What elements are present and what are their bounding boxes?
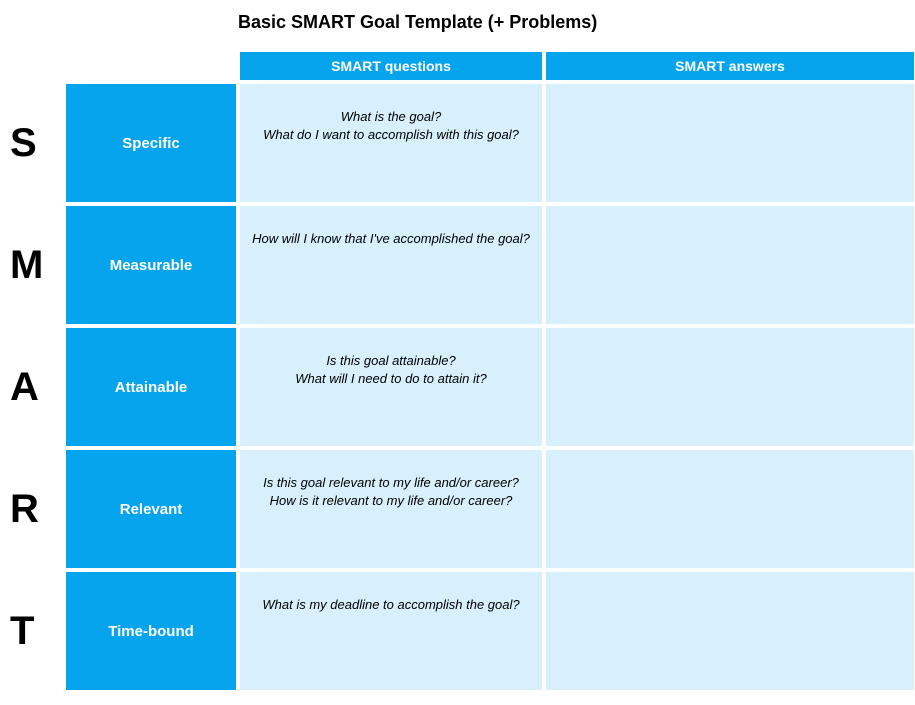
header-answers: SMART answers [545, 51, 915, 81]
question-relevant: Is this goal relevant to my life and/or … [239, 449, 543, 569]
question-line: What do I want to accomplish with this g… [263, 126, 519, 144]
question-attainable: Is this goal attainable? What will I nee… [239, 327, 543, 447]
question-timebound: What is my deadline to accomplish the go… [239, 571, 543, 691]
header-spacer-2 [65, 51, 237, 81]
answer-measurable[interactable] [545, 205, 915, 325]
label-attainable: Attainable [65, 327, 237, 447]
answer-timebound[interactable] [545, 571, 915, 691]
label-timebound: Time-bound [65, 571, 237, 691]
page-title: Basic SMART Goal Template (+ Problems) [8, 12, 907, 33]
question-specific: What is the goal? What do I want to acco… [239, 83, 543, 203]
answer-relevant[interactable] [545, 449, 915, 569]
question-line: What is the goal? [341, 108, 441, 126]
letter-m: M [8, 205, 63, 325]
letter-a: A [8, 327, 63, 447]
question-line: Is this goal relevant to my life and/or … [263, 474, 519, 492]
question-line: What is my deadline to accomplish the go… [262, 596, 519, 614]
answer-attainable[interactable] [545, 327, 915, 447]
question-line: How is it relevant to my life and/or car… [270, 492, 513, 510]
answer-specific[interactable] [545, 83, 915, 203]
question-line: Is this goal attainable? [326, 352, 455, 370]
question-line: How will I know that I've accomplished t… [252, 230, 530, 248]
question-line: What will I need to do to attain it? [295, 370, 487, 388]
header-spacer-1 [8, 51, 63, 81]
letter-s: S [8, 83, 63, 203]
label-relevant: Relevant [65, 449, 237, 569]
letter-t: T [8, 571, 63, 691]
question-measurable: How will I know that I've accomplished t… [239, 205, 543, 325]
header-questions: SMART questions [239, 51, 543, 81]
label-measurable: Measurable [65, 205, 237, 325]
smart-table: SMART questions SMART answers S Specific… [8, 51, 907, 691]
letter-r: R [8, 449, 63, 569]
label-specific: Specific [65, 83, 237, 203]
